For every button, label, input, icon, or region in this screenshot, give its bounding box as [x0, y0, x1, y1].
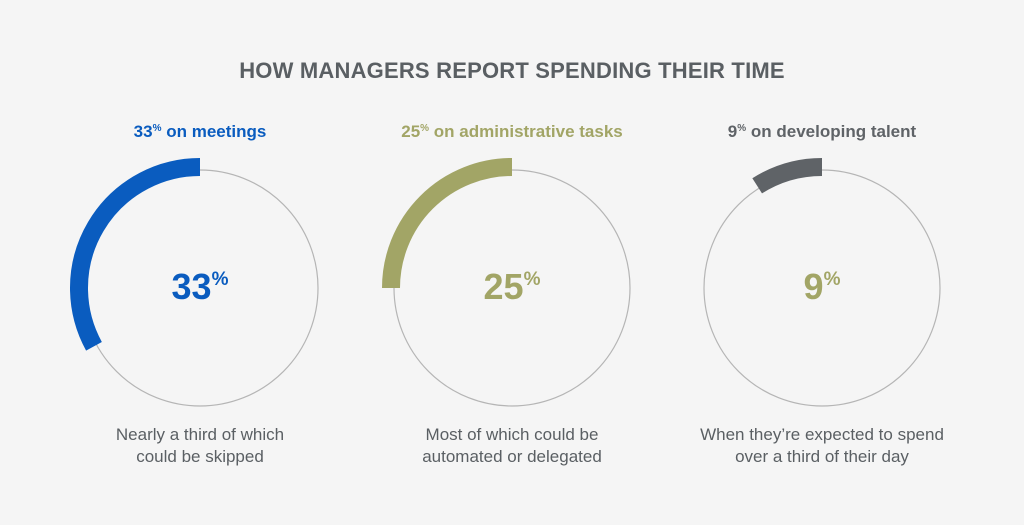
donut-caption: Most of which could be automated or deleg…	[352, 424, 672, 468]
center-number: 33	[171, 266, 212, 307]
donut-track	[703, 169, 941, 407]
donut-arc	[382, 158, 513, 289]
donut-caption: When they’re expected to spend over a thi…	[662, 424, 982, 468]
donut-center-value: 33%	[40, 266, 360, 308]
center-percent-sign: %	[823, 269, 841, 290]
caption-line-2: could be skipped	[136, 447, 264, 466]
chart-title: HOW MANAGERS REPORT SPENDING THEIR TIME	[239, 58, 785, 83]
donut-heading: 25% on administrative tasks	[352, 122, 672, 142]
center-percent-sign: %	[523, 269, 541, 290]
heading-percent-sign: %	[737, 123, 747, 134]
heading-percent-sign: %	[420, 123, 430, 134]
center-number: 25	[483, 266, 524, 307]
heading-value: 33	[133, 122, 153, 141]
donut-center-value: 25%	[352, 266, 672, 308]
donut-caption: Nearly a third of which could be skipped	[40, 424, 360, 468]
heading-value: 9	[727, 122, 738, 141]
donut-svg	[70, 158, 319, 407]
caption-line-1: Nearly a third of which	[115, 425, 285, 444]
center-percent-sign: %	[211, 269, 229, 290]
caption-line-2: over a third of their day	[735, 447, 909, 466]
center-number: 9	[803, 266, 824, 307]
heading-percent-sign: %	[152, 123, 162, 134]
caption-line-1: When they’re expected to spend	[700, 425, 944, 444]
donut-arc	[70, 158, 201, 351]
heading-label: on administrative tasks	[429, 122, 623, 141]
donut-svg	[382, 158, 631, 407]
caption-line-2: automated or delegated	[422, 447, 602, 466]
donut-administrative: 25% on administrative tasks 25% Most of wh…	[352, 0, 672, 525]
donut-meetings: 33% on meetings 33% Nearly a third of whic…	[40, 0, 360, 525]
heading-label: on developing talent	[746, 122, 917, 141]
heading-label: on meetings	[161, 122, 267, 141]
donut-talent: 9% on developing talent 9% When they’re ex…	[662, 0, 982, 525]
donut-svg	[703, 158, 941, 407]
heading-value: 25	[401, 122, 421, 141]
donut-arc	[752, 158, 823, 194]
caption-line-1: Most of which could be	[425, 425, 599, 444]
donut-heading: 33% on meetings	[40, 122, 360, 142]
donut-heading: 9% on developing talent	[662, 122, 982, 142]
donut-center-value: 9%	[662, 266, 982, 308]
